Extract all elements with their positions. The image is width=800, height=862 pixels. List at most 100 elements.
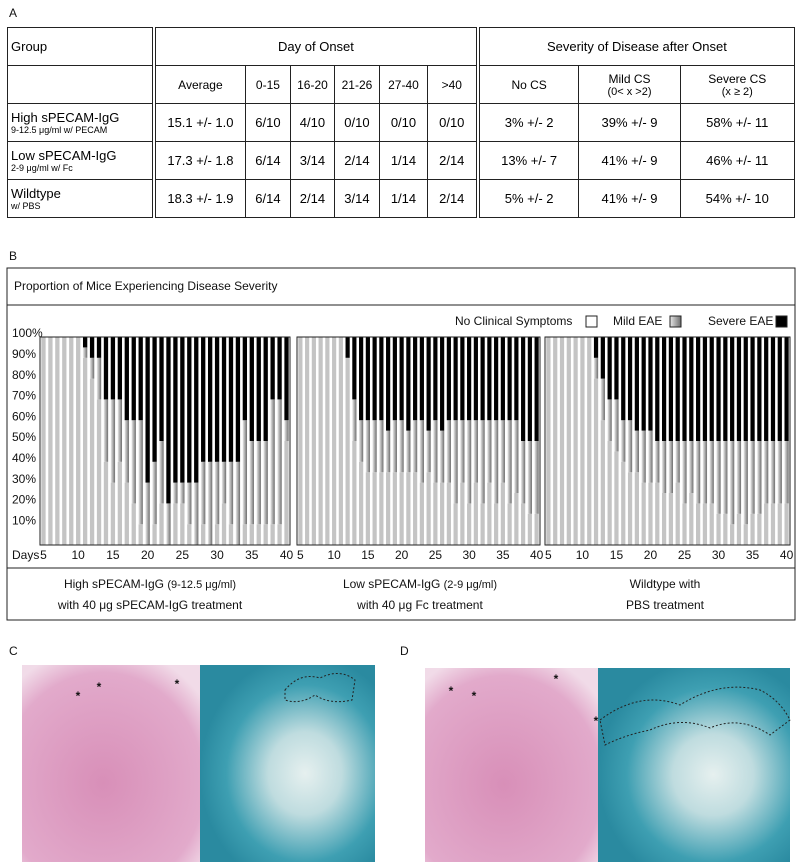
bar-segment xyxy=(487,420,492,483)
x-tick-label: 35 xyxy=(496,548,510,562)
bar-segment xyxy=(277,399,282,525)
bar-segment xyxy=(263,524,268,545)
bar-segment xyxy=(69,337,74,545)
x-tick-label: 15 xyxy=(106,548,120,562)
bar-segment xyxy=(173,503,178,545)
bar-segment xyxy=(514,337,519,421)
bar-segment xyxy=(709,337,714,441)
x-tick-label: 30 xyxy=(712,548,726,562)
bar-segment xyxy=(514,420,519,493)
bar-segment xyxy=(117,461,123,545)
bar-segment xyxy=(96,337,102,358)
x-tick-label: 20 xyxy=(141,548,155,562)
blank-cell xyxy=(7,65,155,104)
bar-segment xyxy=(406,430,411,473)
bar-segment xyxy=(138,524,143,545)
value-cell: 17.3 +/- 1.8 xyxy=(152,141,246,180)
caption: with 40 μg Fc treatment xyxy=(356,598,483,612)
column-subtitle: (x ≥ 2) xyxy=(721,85,753,98)
table-row: High sPECAM-IgG 9-12.5 μg/ml w/ PECAM 15.1… xyxy=(7,103,796,142)
bar-segment xyxy=(696,441,701,504)
bar-segment xyxy=(446,337,451,421)
x-tick-label: 15 xyxy=(610,548,624,562)
x-tick-label: 10 xyxy=(576,548,590,562)
lfb-stain-image xyxy=(200,665,375,862)
bar-segment xyxy=(242,337,248,421)
bar-segment xyxy=(614,399,619,452)
bar-segment xyxy=(352,441,357,545)
value-cell: 2/14 xyxy=(290,179,335,218)
y-tick-label: 40% xyxy=(12,451,36,465)
column-title: Average xyxy=(178,77,223,92)
bar-segment xyxy=(668,337,674,441)
bar-segment xyxy=(433,482,438,545)
bar-segment xyxy=(117,399,123,462)
bar-segment xyxy=(249,337,254,441)
bar-segment xyxy=(338,337,343,545)
bar-segment xyxy=(453,337,458,421)
column-title: 16-20 xyxy=(297,77,328,92)
bar-segment xyxy=(96,357,102,400)
column-title: 0-15 xyxy=(255,77,280,92)
plot-frame xyxy=(39,336,291,546)
group-cell: Wildtype w/ PBS xyxy=(7,179,155,218)
legend-swatch xyxy=(669,315,682,328)
legend-label: Mild EAE xyxy=(613,314,662,328)
bar-segment xyxy=(460,337,465,421)
bar-segment xyxy=(460,420,465,483)
bar-segment xyxy=(757,337,762,441)
bar-segment xyxy=(777,337,782,441)
column-header: 27-40 xyxy=(379,65,428,104)
column-title: Mild CS xyxy=(608,71,651,86)
bar-segment xyxy=(166,503,171,545)
bar-segment xyxy=(221,461,227,504)
bar-segment xyxy=(305,337,310,545)
value-cell: 3/14 xyxy=(290,141,335,180)
x-tick-label: 5 xyxy=(545,548,552,562)
bar-segment xyxy=(426,472,431,545)
bar-segment xyxy=(372,420,377,473)
bar-segment xyxy=(655,337,660,441)
bar-segment xyxy=(764,503,769,545)
caption: High sPECAM-IgG (9-12.5 μg/ml) xyxy=(64,577,236,591)
group-name: Wildtype xyxy=(11,186,61,201)
bar-segment xyxy=(426,430,431,473)
value-cell: 0/10 xyxy=(379,103,428,142)
bar-segment xyxy=(621,461,626,545)
bar-segment xyxy=(194,482,199,545)
bar-segment xyxy=(131,503,136,545)
value-cell: 54% +/- 10 xyxy=(679,179,796,218)
value-cell: 41% +/- 9 xyxy=(578,141,681,180)
onset-table: Group Day of Onset Severity of Disease aft… xyxy=(7,27,796,218)
he-stain-image xyxy=(425,668,600,862)
bar-segment xyxy=(736,441,742,514)
header: Group xyxy=(7,27,155,66)
bar-segment xyxy=(627,337,633,421)
bar-segment xyxy=(103,399,109,462)
value-cell: 5% +/- 2 xyxy=(475,179,580,218)
bar-segment xyxy=(682,441,687,504)
x-tick-label: 25 xyxy=(678,548,692,562)
value-cell: 4/10 xyxy=(290,103,335,142)
bar-segment xyxy=(689,337,694,441)
panel-b-frame xyxy=(6,267,796,621)
panel-label: D xyxy=(400,644,409,658)
bar-segment xyxy=(743,524,748,545)
column-header: No CS xyxy=(475,65,580,104)
bar-segment xyxy=(201,524,206,545)
bar-segment xyxy=(152,461,157,525)
panel-label: C xyxy=(9,644,18,658)
bar-segment xyxy=(365,420,370,473)
bar-segment xyxy=(668,441,674,493)
bar-segment xyxy=(379,420,384,473)
value-cell: 39% +/- 9 xyxy=(578,103,681,142)
value-cell: 2/14 xyxy=(426,179,479,218)
caption-small: (9-12.5 μg/ml) xyxy=(167,579,236,591)
bar-segment xyxy=(365,472,370,545)
bar-segment xyxy=(661,493,667,545)
bar-segment xyxy=(207,461,213,545)
value-cell: 1/14 xyxy=(379,179,428,218)
x-tick-label: 10 xyxy=(72,548,86,562)
bar-segment xyxy=(696,337,701,441)
value-cell: 0/10 xyxy=(426,103,479,142)
